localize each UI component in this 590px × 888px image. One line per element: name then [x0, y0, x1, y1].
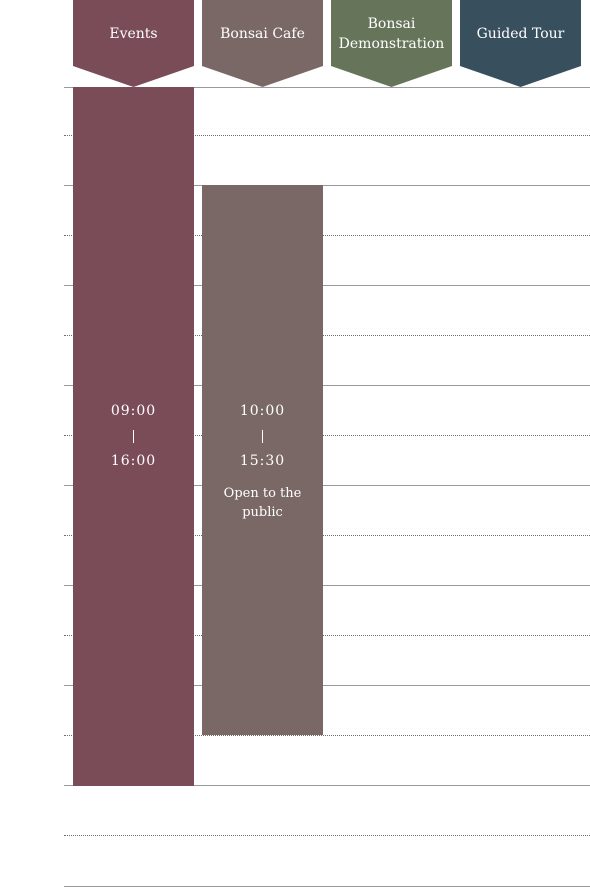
- event-block-events[interactable]: 09:00 16:00: [73, 87, 194, 786]
- column-header-label: Bonsai Demonstration: [338, 15, 445, 52]
- hour-line: [64, 485, 590, 486]
- time-separator: [262, 429, 263, 443]
- event-end-time: 15:30: [239, 452, 286, 469]
- half-hour-line: [64, 735, 590, 736]
- hour-line: [64, 685, 590, 686]
- event-start-time: 09:00: [110, 403, 157, 419]
- hour-line: [64, 785, 590, 786]
- event-start-time: 10:00: [239, 402, 286, 419]
- hour-line: [64, 185, 590, 186]
- column-header-events[interactable]: Events: [73, 0, 194, 87]
- hour-line: [64, 285, 590, 286]
- half-hour-line: [64, 635, 590, 636]
- column-header-bonsai-cafe[interactable]: Bonsai Cafe: [202, 0, 323, 87]
- hour-line: [64, 886, 590, 887]
- column-header-bonsai-demonstration[interactable]: Bonsai Demonstration: [331, 0, 452, 87]
- half-hour-line: [64, 535, 590, 536]
- column-header-label: Events: [109, 25, 158, 42]
- half-hour-line: [64, 435, 590, 436]
- hour-line: [64, 585, 590, 586]
- event-note: Open to the public: [223, 485, 302, 520]
- hour-line: [64, 87, 590, 88]
- time-separator: [133, 430, 134, 443]
- hour-line: [64, 385, 590, 386]
- half-hour-line: [64, 135, 590, 136]
- event-block-bonsai-cafe[interactable]: 10:00 15:30 Open to the public: [202, 185, 323, 735]
- half-hour-line: [64, 235, 590, 236]
- column-header-label: Bonsai Cafe: [220, 25, 305, 42]
- column-header-label: Guided Tour: [476, 25, 565, 42]
- column-header-guided-tour[interactable]: Guided Tour: [460, 0, 581, 87]
- event-end-time: 16:00: [110, 453, 157, 469]
- half-hour-line: [64, 835, 590, 836]
- half-hour-line: [64, 335, 590, 336]
